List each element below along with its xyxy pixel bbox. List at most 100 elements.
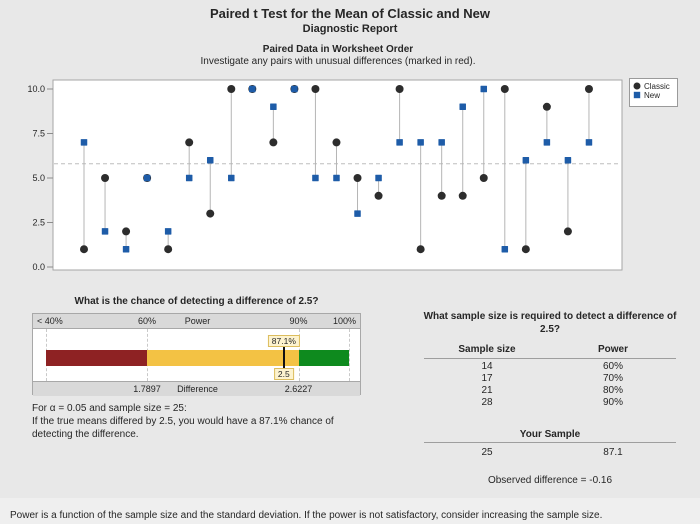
power-note-line: detecting the difference. xyxy=(32,429,139,440)
legend-classic-label: Classic xyxy=(644,82,670,91)
table-cell: 60% xyxy=(602,361,623,372)
classic-point xyxy=(584,85,593,93)
gauge-marker-difference-label: 2.5 xyxy=(273,368,294,380)
observed-difference: Observed difference = -0.16 xyxy=(487,475,613,486)
gauge-axis-bottom: 1.7897 Difference 2.6227 xyxy=(33,381,360,396)
sample-size-title: What sample size is required to detect a… xyxy=(400,310,700,336)
new-point xyxy=(480,85,488,93)
new-point xyxy=(249,85,256,93)
y-axis-label: 7.5 xyxy=(32,129,45,139)
your-sample-row: 25 87.1 xyxy=(424,443,676,463)
classic-point xyxy=(227,85,236,93)
new-point xyxy=(291,85,298,93)
y-axis-label: 0.0 xyxy=(32,262,45,272)
gauge-segment xyxy=(298,350,349,366)
classic-point xyxy=(185,138,194,147)
new-point xyxy=(585,139,593,146)
your-sample-cell: 87.1 xyxy=(603,447,623,458)
classic-point xyxy=(395,85,404,93)
new-point xyxy=(438,139,445,146)
table-column-header: Power xyxy=(597,344,628,355)
classic-point xyxy=(311,85,320,93)
gauge-marker-power-label: 87.1% xyxy=(267,335,300,347)
classic-point xyxy=(206,209,215,218)
gauge-axis-label: < 40% xyxy=(37,316,63,326)
table-column-header: Sample size xyxy=(458,344,516,355)
table-row: 28 90% xyxy=(424,397,676,409)
classic-point xyxy=(458,191,467,200)
gauge-axis-label: 1.7897 xyxy=(133,384,161,394)
table-cell: 90% xyxy=(602,397,623,408)
power-note-line: If the true means differed by 2.5, you w… xyxy=(32,416,334,427)
gauge-axis-top: < 40% 60% Power 90% 100% xyxy=(33,314,360,329)
y-axis-label: 10.0 xyxy=(27,84,45,94)
classic-point xyxy=(353,174,362,182)
gauge-title: What is the chance of detecting a differ… xyxy=(74,296,319,307)
classic-point xyxy=(500,85,509,93)
table-cell: 80% xyxy=(602,385,623,396)
classic-point xyxy=(374,191,383,200)
power-note-line: For α = 0.05 and sample size = 25: xyxy=(32,403,187,414)
new-point xyxy=(522,156,530,164)
classic-point xyxy=(542,102,551,111)
new-point xyxy=(375,174,382,182)
new-point xyxy=(417,139,424,146)
new-point xyxy=(312,174,319,182)
table-cell: 70% xyxy=(602,373,623,384)
power-gauge[interactable]: < 40% 60% Power 90% 100% 87.1% 2.5 1.7897 Diff… xyxy=(32,313,361,396)
legend-classic-marker xyxy=(633,82,641,90)
new-point xyxy=(80,139,88,146)
page-subtitle: Diagnostic Report xyxy=(302,23,398,35)
new-point xyxy=(501,245,509,253)
power-note: For α = 0.05 and sample size = 25: If th… xyxy=(32,402,372,441)
y-axis-label: 2.5 xyxy=(32,218,45,228)
classic-point xyxy=(416,245,425,254)
sample-size-title-line: 2.5? xyxy=(539,324,560,335)
table-cell: 21 xyxy=(481,385,493,396)
classic-point xyxy=(479,174,488,182)
new-point xyxy=(543,139,551,146)
gauge-segment xyxy=(147,350,299,366)
gauge-axis-label: 100% xyxy=(332,316,356,326)
new-point xyxy=(185,174,193,182)
legend-new-marker xyxy=(633,91,641,99)
classic-point xyxy=(563,227,572,236)
gauge-body: 87.1% 2.5 xyxy=(33,329,360,381)
new-point xyxy=(206,156,214,164)
table-cell: 17 xyxy=(481,373,493,384)
new-point xyxy=(459,103,466,111)
footer-strip xyxy=(0,498,700,524)
gauge-segment xyxy=(46,350,147,366)
new-point xyxy=(270,103,277,111)
new-point xyxy=(396,139,403,146)
classic-point xyxy=(521,245,530,254)
footer-note: Power is a function of the sample size a… xyxy=(10,510,603,521)
y-axis-label: 5.0 xyxy=(32,173,45,183)
gauge-track: 87.1% 2.5 xyxy=(46,329,350,381)
gauge-marker xyxy=(282,346,285,371)
new-point xyxy=(564,156,572,164)
your-sample-label: Your Sample xyxy=(424,427,676,443)
gauge-axis-label: 90% xyxy=(289,316,308,326)
chart-subtitle: Investigate any pairs with unusual diffe… xyxy=(200,56,476,67)
new-point xyxy=(101,228,109,235)
legend-new-label: New xyxy=(644,91,660,100)
classic-point xyxy=(122,227,131,236)
new-point xyxy=(164,228,172,235)
table-row: 21 80% xyxy=(424,385,676,397)
table-body: 14 60% 17 70% 21 80% 28 90% xyxy=(424,359,676,411)
new-point xyxy=(143,174,151,182)
classic-point xyxy=(80,245,88,254)
gauge-axis-label: 2.6227 xyxy=(284,384,313,394)
sample-size-table[interactable]: Sample size Power 14 60% 17 70% 21 80% 28 90% Yo… xyxy=(424,342,676,486)
gauge-axis-label: Difference xyxy=(177,384,218,394)
table-row: 17 70% xyxy=(424,373,676,385)
chart-title: Paired Data in Worksheet Order xyxy=(262,44,414,55)
new-point xyxy=(228,174,235,182)
table-cell: 28 xyxy=(481,397,493,408)
table-cell: 14 xyxy=(481,361,493,372)
gauge-axis-label: Power xyxy=(184,316,211,326)
new-point xyxy=(122,245,130,253)
